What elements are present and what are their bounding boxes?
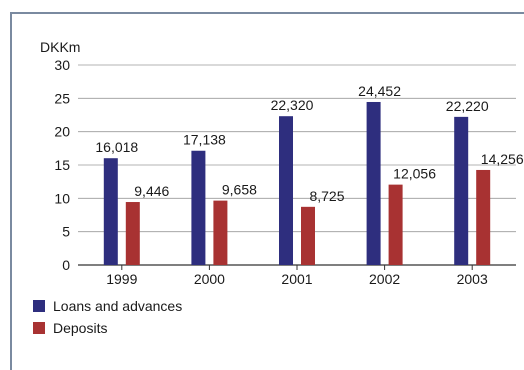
loans-value-label-2000: 17,138 — [183, 132, 226, 148]
deposits-bar-2001 — [301, 206, 315, 265]
y-tick-label: 5 — [62, 224, 70, 240]
y-axis-label: DKKm — [40, 39, 80, 55]
legend-swatch-1 — [33, 322, 45, 334]
deposits-value-label-1999: 9,446 — [134, 183, 169, 199]
y-tick-label: 10 — [54, 190, 70, 206]
deposits-value-label-2002: 12,056 — [393, 166, 436, 182]
x-tick-label: 2002 — [369, 271, 400, 287]
x-tick-label: 1999 — [106, 271, 137, 287]
legend-label-1: Deposits — [53, 320, 107, 336]
legend-swatch-0 — [33, 300, 45, 312]
loans-value-label-2003: 22,220 — [446, 98, 489, 114]
loans-value-label-2002: 24,452 — [358, 83, 401, 99]
y-tick-labels: 0 5 10 15 20 25 30 — [54, 57, 70, 273]
bars: 16,018 9,446 17,138 9,658 22,320 8,725 24,452 1… — [95, 83, 524, 265]
grid-lines — [78, 64, 516, 266]
y-tick-label: 0 — [62, 257, 70, 273]
loans-bar-1999 — [103, 158, 118, 265]
frame-border-top — [10, 12, 524, 14]
x-tick-label: 2000 — [194, 271, 225, 287]
loans-bar-2002 — [366, 101, 381, 265]
deposits-bar-2000 — [213, 200, 228, 265]
loans-bar-2001 — [279, 116, 293, 265]
loans-bar-2003 — [454, 116, 469, 265]
x-tick-label: 2001 — [281, 271, 312, 287]
deposits-bar-2002 — [388, 184, 403, 265]
deposits-bar-2003 — [476, 169, 491, 265]
y-tick-label: 15 — [54, 157, 70, 173]
frame-border-left — [10, 12, 12, 370]
y-tick-label: 30 — [54, 57, 70, 73]
deposits-value-label-2003: 14,256 — [481, 151, 524, 167]
x-tick-label: 2003 — [457, 271, 488, 287]
legend: Loans and advances Deposits — [33, 298, 182, 336]
x-tick-labels: 1999 2000 2001 2002 2003 — [106, 265, 488, 287]
deposits-bar-1999 — [125, 202, 140, 265]
loans-value-label-1999: 16,018 — [95, 139, 138, 155]
legend-label-0: Loans and advances — [53, 298, 182, 314]
y-tick-label: 20 — [54, 124, 70, 140]
loans-value-label-2001: 22,320 — [271, 97, 314, 113]
y-tick-label: 25 — [54, 90, 70, 106]
loans-bar-2000 — [191, 150, 206, 265]
deposits-value-label-2001: 8,725 — [309, 188, 344, 204]
deposits-value-label-2000: 9,658 — [222, 182, 257, 198]
